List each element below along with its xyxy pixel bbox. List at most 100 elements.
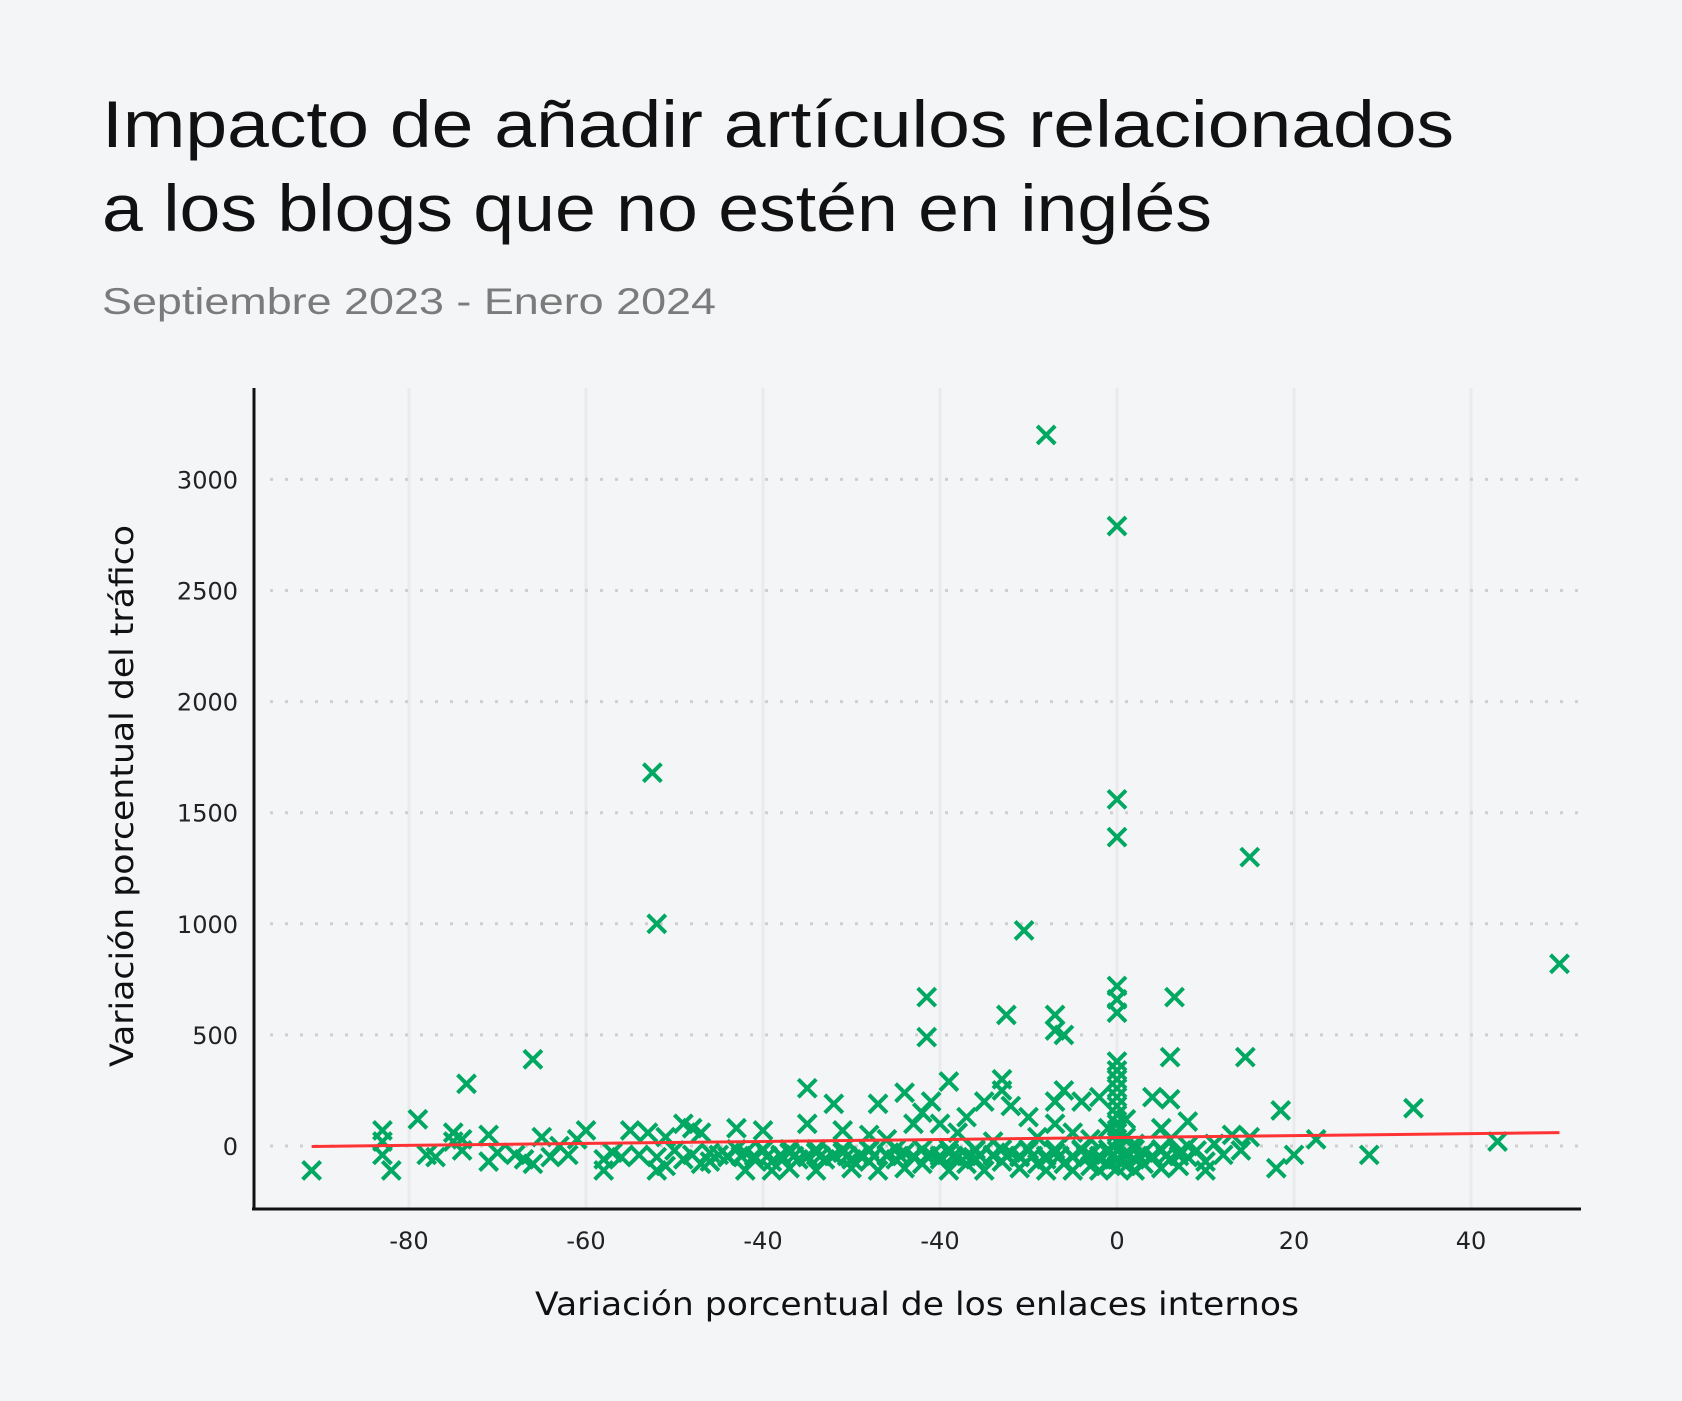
data-point: [1071, 1091, 1093, 1112]
data-point: [973, 1160, 995, 1181]
data-point: [1168, 1145, 1190, 1167]
data-point: [1159, 1046, 1181, 1068]
data-points: [301, 424, 1570, 1181]
data-point: [929, 1113, 951, 1135]
data-point: [1044, 1113, 1066, 1135]
data-point: [779, 1138, 800, 1160]
data-point: [1097, 1138, 1119, 1160]
data-point: [522, 1153, 544, 1175]
data-point: [1044, 1004, 1066, 1026]
x-tick-labels: -80 -60 -40 -40 0 20 40: [389, 1227, 1486, 1255]
x-tick-label: -40: [743, 1227, 782, 1255]
data-point: [1283, 1144, 1305, 1166]
chart-title-line-1: Impacto de añadir artículos relacionados: [102, 87, 1454, 161]
x-axis-label: Variación porcentual de los enlaces inte…: [535, 1285, 1299, 1323]
data-point: [1035, 424, 1057, 446]
x-tick-label: -60: [566, 1227, 605, 1255]
data-point: [628, 1144, 650, 1166]
data-point: [964, 1138, 986, 1160]
data-point: [938, 1071, 960, 1092]
data-point: [991, 1138, 1013, 1160]
data-point: [1403, 1097, 1424, 1119]
data-point: [956, 1106, 977, 1128]
data-point: [796, 1113, 818, 1135]
data-point: [832, 1120, 854, 1141]
data-point: [1044, 1138, 1066, 1160]
data-point: [823, 1093, 845, 1115]
data-point: [1106, 1095, 1128, 1117]
data-point: [1106, 1086, 1128, 1108]
data-point: [761, 1160, 783, 1181]
data-point: [1141, 1086, 1163, 1108]
data-point: [885, 1138, 907, 1160]
data-point: [1106, 1077, 1128, 1099]
data-point: [726, 1138, 747, 1160]
data-point: [805, 1138, 827, 1160]
gridlines: [270, 388, 1582, 1209]
x-tick-label: 40: [1456, 1227, 1487, 1255]
data-point: [646, 913, 668, 935]
data-point: [938, 1160, 960, 1181]
y-tick-label: 1000: [177, 911, 238, 939]
data-point: [1088, 1086, 1110, 1108]
data-point: [1106, 515, 1128, 537]
data-point: [1195, 1160, 1216, 1181]
data-point: [1106, 1060, 1128, 1081]
data-point: [478, 1124, 500, 1146]
data-point: [1265, 1157, 1287, 1179]
data-point: [867, 1093, 889, 1115]
chart-title-line-2: a los blogs que no estén en inglés: [102, 171, 1212, 245]
data-point: [1195, 1151, 1216, 1172]
y-tick-label: 3000: [177, 466, 238, 494]
data-point: [1115, 1108, 1137, 1130]
data-point: [522, 1048, 544, 1070]
data-point: [995, 1004, 1017, 1026]
y-axis-label: Variación porcentual del tráfico: [103, 525, 141, 1067]
data-point: [1305, 1128, 1327, 1150]
data-point: [1013, 920, 1035, 941]
data-point: [690, 1122, 712, 1144]
data-point: [1358, 1144, 1380, 1166]
data-point: [796, 1077, 818, 1099]
data-point: [557, 1144, 579, 1166]
data-point: [487, 1142, 508, 1164]
data-point: [1234, 1046, 1256, 1068]
data-point: [1106, 1051, 1128, 1072]
data-point: [1106, 788, 1128, 810]
data-point: [1053, 1024, 1075, 1046]
data-point: [1239, 846, 1261, 868]
data-point: [867, 1160, 889, 1181]
data-point: [726, 1117, 747, 1139]
data-point: [1150, 1138, 1172, 1160]
data-point: [641, 762, 663, 784]
y-tick-label: 2000: [177, 689, 238, 717]
data-point: [858, 1138, 880, 1160]
data-point: [1230, 1140, 1252, 1161]
data-point: [1106, 1068, 1128, 1090]
x-tick-label: -40: [920, 1227, 959, 1255]
data-point: [894, 1082, 916, 1104]
data-point: [1270, 1100, 1292, 1121]
x-tick-label: 0: [1109, 1227, 1124, 1255]
trendline: [311, 1131, 1560, 1148]
data-point: [425, 1146, 446, 1168]
data-point: [1018, 1106, 1039, 1128]
data-point: [1177, 1111, 1199, 1132]
data-point: [372, 1144, 393, 1166]
data-point: [593, 1160, 615, 1181]
y-tick-label: 500: [192, 1022, 238, 1050]
data-point: [752, 1120, 774, 1141]
data-point: [1164, 986, 1185, 1008]
data-point: [1487, 1131, 1508, 1152]
data-point: [637, 1122, 659, 1144]
x-tick-label: 20: [1279, 1227, 1310, 1255]
data-point: [456, 1073, 477, 1095]
data-point: [911, 1138, 933, 1160]
data-point: [1159, 1088, 1181, 1110]
data-point: [973, 1091, 995, 1112]
data-point: [655, 1155, 677, 1177]
data-point: [610, 1146, 632, 1168]
data-point: [619, 1120, 641, 1141]
data-point: [832, 1138, 854, 1160]
